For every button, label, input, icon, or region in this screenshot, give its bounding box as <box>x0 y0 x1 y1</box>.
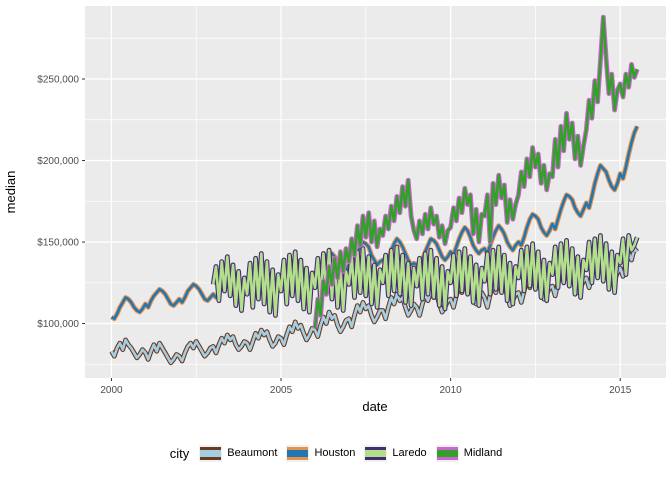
legend-key-swatch <box>364 444 388 462</box>
x-tick-label: 2005 <box>270 385 293 396</box>
chart-generated-layer: 2000 2005 2010 2015 $100,000 $150,000 $200,000… <box>37 6 666 396</box>
y-tick-label: $200,000 <box>37 156 79 167</box>
series-line-inner-midland <box>313 15 639 329</box>
legend-label: Beaumont <box>227 447 278 459</box>
y-axis-title: median <box>3 171 18 214</box>
y-tick-label: $100,000 <box>37 319 79 330</box>
inner-line-color-bar <box>365 449 387 457</box>
legend-item-beaumont: Beaumont <box>199 444 278 462</box>
legend-title: city <box>169 445 190 461</box>
legend: city Beaumont Houston Laredo <box>0 437 672 469</box>
x-tick-label: 2000 <box>100 385 123 396</box>
x-tick-label: 2015 <box>609 385 632 396</box>
y-tick-label: $150,000 <box>37 238 79 249</box>
legend-label: Laredo <box>392 447 427 459</box>
legend-label: Houston <box>314 447 356 459</box>
series-line-inner-houston <box>110 125 639 321</box>
y-tick-label: $250,000 <box>37 75 79 86</box>
legend-label: Midland <box>463 447 503 459</box>
legend-key-swatch <box>286 444 310 462</box>
legend-key-swatch <box>199 444 223 462</box>
x-tick-label: 2010 <box>440 385 463 396</box>
chart: 2000 2005 2010 2015 $100,000 $150,000 $200,000… <box>3 6 666 414</box>
legend-item-laredo: Laredo <box>364 444 427 462</box>
inner-line-color-bar <box>200 449 222 457</box>
x-axis-title: date <box>362 399 387 414</box>
legend-item-houston: Houston <box>286 444 356 462</box>
inner-line-color-bar <box>436 449 458 457</box>
series-line-inner-laredo <box>211 234 639 317</box>
legend-key-swatch <box>435 444 459 462</box>
inner-line-color-bar <box>287 449 309 457</box>
legend-item-midland: Midland <box>435 444 503 462</box>
